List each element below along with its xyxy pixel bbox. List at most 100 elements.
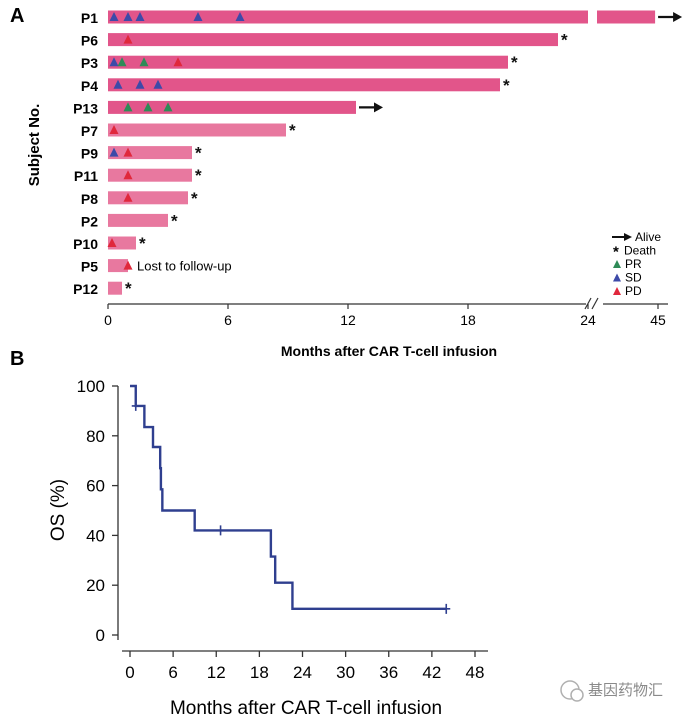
km-y-tick-label: 40 [86,526,105,545]
panel-label-b: B [10,348,24,370]
death-marker: * [125,279,132,298]
death-marker: * [511,53,518,72]
legend-triangle [613,260,621,268]
swimmer-plot: Subject No. Months after CAR T-cell infu… [26,10,683,359]
swimmer-x-axis: 0 6 12 18 24 45 [104,297,668,328]
subject-row-p3: P3 * [81,53,518,72]
km-y-tick-label: 80 [86,427,105,446]
km-x-tick-label: 18 [250,663,269,682]
subject-row-p7: P7 * [81,121,296,140]
subject-row-p8: P8 * [81,189,198,208]
subject-row-p13: P13 [73,100,383,116]
subject-bar [108,100,356,114]
response-marker-sd [135,12,145,21]
legend-triangle [613,287,621,295]
response-marker-sd [109,57,119,67]
subject-label: P4 [81,78,98,94]
death-marker: * [503,76,510,95]
km-x-tick-label: 48 [466,663,485,682]
swimmer-x-tick-label: 24 [580,312,596,328]
subject-row-p1: P1 [81,10,683,26]
censor-mark [131,400,140,411]
legend-label: PD [625,284,642,298]
subject-label: P12 [73,281,98,297]
death-marker: * [561,31,568,50]
subject-row-p5: P5 Lost to follow-up [81,259,232,275]
subject-bar-after-break [597,10,656,24]
legend-label: SD [625,271,642,285]
death-marker: * [289,121,296,140]
axis-break-mark [584,297,592,310]
subject-row-p4: P4 * [81,76,510,95]
km-x-tick-label: 24 [293,663,312,682]
subject-label: P8 [81,191,98,207]
legend-triangle [613,273,621,282]
legend-item-pd: PD [613,284,642,298]
km-x-tick-label: 12 [207,663,226,682]
km-y-tick-label: 100 [77,377,105,396]
legend-label: Death [624,244,656,258]
response-marker-sd [193,12,203,21]
subject-label: P1 [81,10,98,26]
subject-label: P10 [73,236,98,252]
subject-row-p11: P11 * [74,166,202,185]
response-marker-pd [123,260,133,270]
km-x-tick-label: 36 [379,663,398,682]
km-x-tick-label: 42 [422,663,441,682]
swimmer-x-tick-label: 0 [104,312,112,328]
swimmer-x-tick-label: 18 [460,312,476,328]
subject-label: P11 [74,168,98,184]
subject-label: P3 [81,55,98,71]
subject-row-p9: P9 * [81,144,202,163]
alive-arrow [359,102,383,113]
subject-row-p10: P10 * [73,234,146,253]
response-marker-sd [135,79,145,89]
km-x-tick-label: 6 [168,663,177,682]
legend-label: PR [625,257,642,271]
death-marker: * [195,144,202,163]
response-marker-pd [109,125,119,134]
legend-asterisk: * [613,244,619,261]
response-marker-sd [235,12,245,21]
response-marker-sd [153,79,163,89]
death-marker: * [171,211,178,230]
subject-bar [108,213,168,227]
swimmer-x-tick-label: 45 [650,312,666,328]
subject-row-p6: P6 * [81,31,568,50]
lost-to-follow-up-note: Lost to follow-up [137,259,232,274]
swimmer-x-tick-label: 12 [340,312,356,328]
km-y-axis-label: OS (%) [48,479,69,541]
death-marker: * [191,189,198,208]
subject-bar [108,259,128,273]
response-marker-pd [107,238,117,247]
subject-row-p12: P12 * [73,279,132,298]
response-marker-pd [123,192,133,202]
subject-bar [108,146,192,160]
panel-label-a: A [10,5,24,27]
response-marker-pr [123,102,133,112]
subject-label: P2 [81,213,98,229]
swimmer-x-tick-label: 6 [224,312,232,328]
subject-label: P6 [81,33,98,49]
response-marker-pd [123,170,133,180]
subject-label: P5 [81,259,98,275]
axis-break-mark [591,297,599,310]
response-marker-pr [163,102,173,112]
alive-arrow [658,12,683,22]
watermark: 基因药物汇 [560,680,663,702]
subject-bar [108,168,192,182]
km-x-tick-label: 0 [125,663,134,682]
response-marker-pr [139,57,149,67]
km-x-axis-label: Months after CAR T-cell infusion [170,698,442,719]
km-y-tick-label: 60 [86,477,105,496]
watermark-text: 基因药物汇 [588,682,663,699]
response-marker-sd [123,12,133,21]
subject-bar [108,123,286,137]
legend-item-pr: PR [613,257,642,271]
legend-label: Alive [635,230,661,244]
subject-bar [108,191,188,205]
km-y-tick-label: 20 [86,576,105,595]
subject-bar [108,78,500,92]
km-y-tick-label: 0 [96,626,105,645]
